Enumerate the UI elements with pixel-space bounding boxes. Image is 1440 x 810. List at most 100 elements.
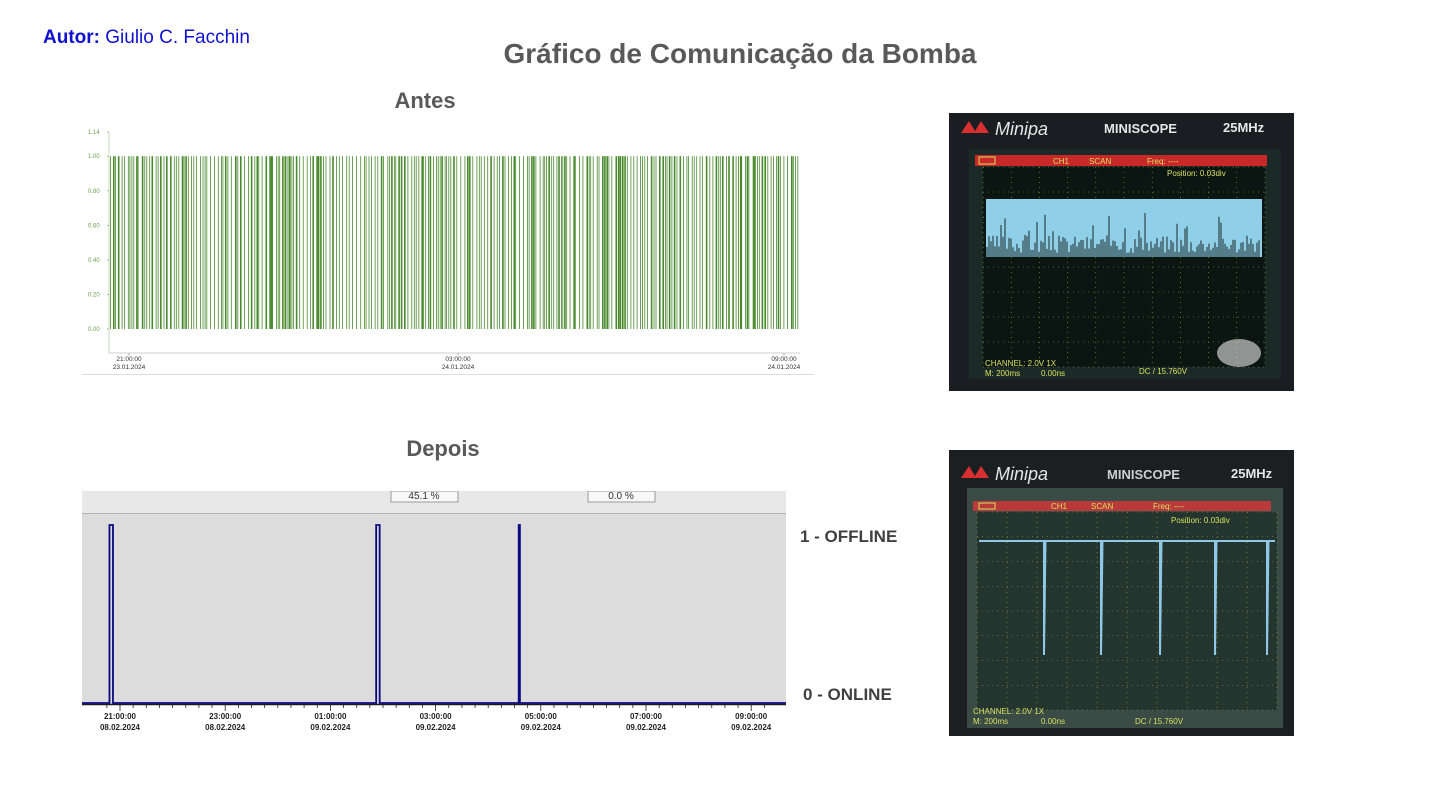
- before-y-tick-label: 0.40: [88, 258, 100, 264]
- before-bar: [693, 156, 695, 329]
- before-bar: [770, 156, 772, 329]
- scope-channel: CHANNEL: 2.0V 1X: [985, 359, 1057, 368]
- before-bar: [636, 156, 638, 329]
- before-bar: [391, 156, 393, 329]
- before-bar: [224, 156, 227, 329]
- before-bar: [346, 156, 348, 329]
- scope-model: MINISCOPE: [1104, 121, 1177, 136]
- scope-trigger: DC / 15.760V: [1139, 367, 1188, 376]
- before-bar: [360, 156, 362, 329]
- before-bar: [558, 156, 560, 329]
- minipa-logo-icon: [961, 121, 989, 133]
- before-bar: [202, 156, 204, 329]
- before-bar: [316, 156, 318, 329]
- before-bar: [293, 156, 294, 329]
- before-bar: [413, 156, 415, 329]
- before-y-tick-label: 0.80: [88, 189, 100, 195]
- scope-status-ch: CH1: [1051, 502, 1068, 511]
- before-bar: [365, 156, 367, 329]
- before-bar: [230, 156, 232, 329]
- before-bar: [289, 156, 291, 329]
- before-bar: [467, 156, 469, 329]
- before-bar: [185, 156, 187, 329]
- before-bar: [187, 156, 189, 329]
- before-bar: [582, 156, 584, 329]
- scope-timebase: M: 200ms: [985, 369, 1020, 378]
- before-bar: [175, 156, 177, 329]
- before-bar: [110, 156, 111, 329]
- before-bar: [151, 156, 154, 329]
- before-chart-bottom-edge: [82, 374, 814, 375]
- before-bar: [644, 156, 646, 329]
- before-bar: [227, 156, 229, 329]
- before-bar: [666, 156, 668, 329]
- scope-status-freq: Freq: ----: [1147, 157, 1179, 166]
- before-bar: [131, 156, 133, 329]
- before-bar: [464, 156, 466, 329]
- scope-model: MINISCOPE: [1107, 467, 1180, 482]
- before-bar: [469, 156, 471, 329]
- before-bar: [244, 156, 245, 329]
- before-bar: [647, 156, 648, 329]
- before-bar: [240, 156, 242, 329]
- before-bar: [679, 156, 682, 329]
- before-bar: [348, 156, 350, 329]
- before-bar: [527, 156, 528, 329]
- before-bar: [490, 156, 492, 329]
- before-bar: [622, 156, 624, 329]
- scope-bandwidth: 25MHz: [1231, 466, 1273, 481]
- before-bar: [719, 156, 721, 329]
- before-bar: [608, 156, 610, 329]
- battery-icon: [978, 156, 996, 165]
- after-toolbar-field-2[interactable]: [587, 491, 656, 503]
- before-bar: [741, 156, 743, 329]
- before-bar: [757, 156, 758, 329]
- after-toolbar-field-1[interactable]: [390, 491, 459, 503]
- before-bar: [193, 156, 195, 329]
- before-bar: [248, 156, 249, 329]
- scope-status-freq: Freq: ----: [1153, 502, 1185, 511]
- screen-glare: [1217, 339, 1261, 367]
- before-bar: [368, 156, 370, 329]
- before-bar: [715, 156, 718, 329]
- scope-trace-band: [986, 199, 1262, 257]
- before-bar: [735, 156, 737, 329]
- before-bar: [404, 156, 406, 329]
- scope-status-bar: [973, 501, 1271, 511]
- before-bar: [602, 156, 604, 329]
- before-bar: [542, 156, 544, 329]
- before-bar: [270, 156, 273, 329]
- before-bar: [183, 156, 185, 329]
- before-bar: [476, 156, 478, 329]
- before-bar: [795, 156, 796, 329]
- before-y-tick-label: 1.14: [88, 130, 100, 136]
- before-bar: [383, 156, 384, 329]
- before-bar: [299, 156, 301, 329]
- before-bar: [258, 156, 260, 329]
- before-bar: [418, 156, 420, 329]
- before-bar: [429, 156, 432, 329]
- before-bar: [617, 156, 620, 329]
- after-x-tick-time: 09:00:00: [735, 712, 768, 721]
- before-bar: [499, 156, 500, 329]
- before-bar: [317, 156, 320, 329]
- before-bar: [433, 156, 434, 329]
- before-bar: [217, 156, 219, 329]
- before-bar: [272, 156, 273, 329]
- before-bar: [117, 156, 120, 329]
- before-bar: [650, 156, 653, 329]
- before-bar: [483, 156, 485, 329]
- before-bar: [302, 156, 304, 329]
- after-toolbar-field-2-text: 0.0 %: [608, 491, 634, 502]
- before-bar: [478, 156, 480, 329]
- before-bar: [480, 156, 482, 329]
- before-bar: [777, 156, 780, 329]
- before-x-tick-date: 24.01.2024: [768, 364, 801, 371]
- before-bar: [592, 156, 594, 329]
- before-bar: [306, 156, 308, 329]
- after-x-tick-time: 05:00:00: [525, 712, 558, 721]
- before-bar: [718, 156, 720, 329]
- after-x-tick-date: 09.02.2024: [521, 723, 562, 732]
- before-bar: [221, 156, 222, 329]
- before-bar: [288, 156, 291, 329]
